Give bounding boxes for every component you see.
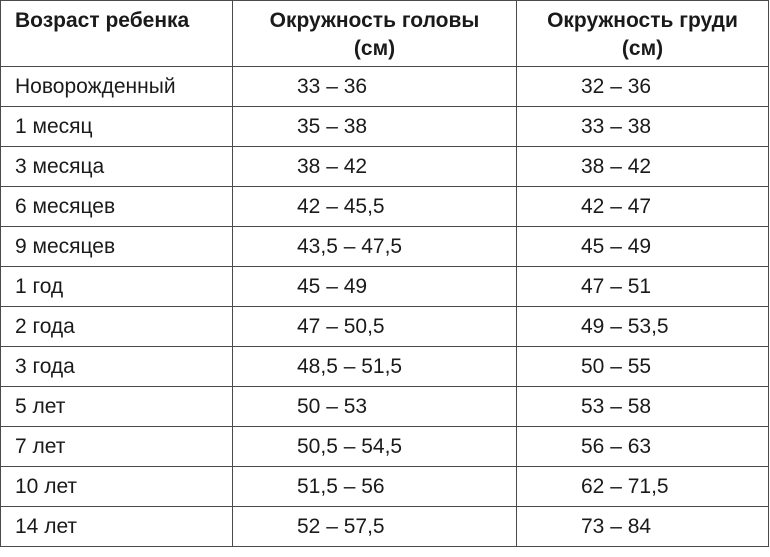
head-circumference-cell: 35 – 38 [232,106,517,147]
age-cell: 1 год [0,266,233,307]
table-row: 9 месяцев 43,5 – 47,5 45 – 49 [0,226,769,267]
table-row: 2 года 47 – 50,5 49 – 53,5 [0,306,769,347]
head-circumference-cell: 45 – 49 [232,266,517,307]
age-cell: 6 месяцев [0,186,233,227]
head-circumference-header-unit: (см) [353,37,396,60]
head-circumference-cell: 47 – 50,5 [232,306,517,347]
head-circumference-cell: 50 – 53 [232,386,517,427]
age-cell: 5 лет [0,386,233,427]
chest-circumference-cell: 42 – 47 [516,186,769,227]
chest-circumference-cell: 33 – 38 [516,106,769,147]
table-row: 14 лет 52 – 57,5 73 – 84 [0,506,769,547]
head-circumference-cell: 33 – 36 [232,66,517,107]
table-body: Новорожденный 33 – 36 32 – 36 1 месяц 35 – 3… [0,66,769,547]
chest-circumference-header-title: Окружность груди [547,9,738,32]
head-circumference-cell: 42 – 45,5 [232,186,517,227]
age-cell: Новорожденный [0,66,233,107]
head-circumference-cell: 52 – 57,5 [232,506,517,547]
age-cell: 3 года [0,346,233,387]
table-row: 3 месяца 38 – 42 38 – 42 [0,146,769,187]
table-row: 5 лет 50 – 53 53 – 58 [0,386,769,427]
age-cell: 3 месяца [0,146,233,187]
chest-circumference-cell: 32 – 36 [516,66,769,107]
head-circumference-cell: 50,5 – 54,5 [232,426,517,467]
chest-circumference-cell: 56 – 63 [516,426,769,467]
table-row: 1 месяц 35 – 38 33 – 38 [0,106,769,147]
table-row: 7 лет 50,5 – 54,5 56 – 63 [0,426,769,467]
chest-circumference-cell: 62 – 71,5 [516,466,769,507]
table-header: Возраст ребенка Окружность головы (см) О… [0,0,769,67]
chest-circumference-cell: 73 – 84 [516,506,769,547]
age-cell: 7 лет [0,426,233,467]
age-column-header: Возраст ребенка [0,0,233,67]
chest-circumference-header-unit: (см) [621,37,664,60]
head-circumference-column-header: Окружность головы (см) [232,0,517,67]
table-row: 3 года 48,5 – 51,5 50 – 55 [0,346,769,387]
chest-circumference-column-header: Окружность груди (см) [516,0,769,67]
chest-circumference-cell: 38 – 42 [516,146,769,187]
age-cell: 1 месяц [0,106,233,147]
age-cell: 2 года [0,306,233,347]
age-cell: 14 лет [0,506,233,547]
age-cell: 10 лет [0,466,233,507]
header-row: Возраст ребенка Окружность головы (см) О… [0,0,769,67]
head-circumference-cell: 51,5 – 56 [232,466,517,507]
chest-circumference-cell: 49 – 53,5 [516,306,769,347]
head-circumference-cell: 43,5 – 47,5 [232,226,517,267]
head-circumference-header-title: Окружность головы [269,9,480,32]
table-row: 10 лет 51,5 – 56 62 – 71,5 [0,466,769,507]
chest-circumference-cell: 53 – 58 [516,386,769,427]
chest-circumference-cell: 50 – 55 [516,346,769,387]
age-cell: 9 месяцев [0,226,233,267]
table-row: 1 год 45 – 49 47 – 51 [0,266,769,307]
table-row: 6 месяцев 42 – 45,5 42 – 47 [0,186,769,227]
chest-circumference-cell: 45 – 49 [516,226,769,267]
table-row: Новорожденный 33 – 36 32 – 36 [0,66,769,107]
head-circumference-cell: 48,5 – 51,5 [232,346,517,387]
chest-circumference-cell: 47 – 51 [516,266,769,307]
head-circumference-cell: 38 – 42 [232,146,517,187]
